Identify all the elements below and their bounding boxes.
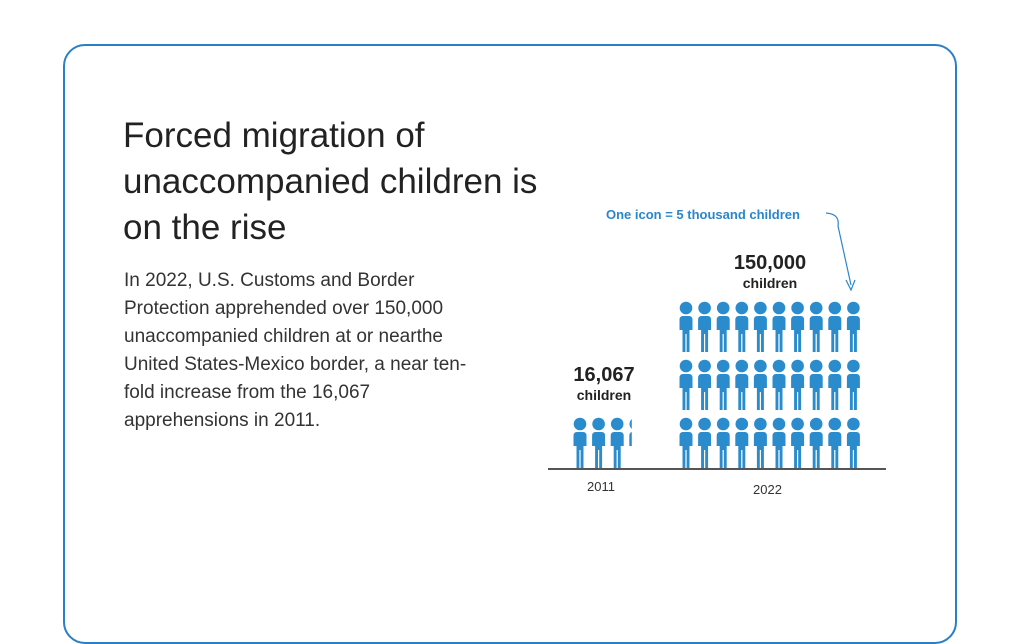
value-2011: 16,067 [573,364,635,386]
arrow-line [825,212,852,286]
person-icon-2011 [610,417,624,468]
person-icon-2022 [846,417,860,468]
person-icon-2022 [772,417,786,468]
person-icon-2022 [828,301,842,352]
person-icon-2022 [753,301,767,352]
value-2022: 150,000 [733,252,807,274]
arrow-head-icon [845,279,856,292]
person-icon-2022 [828,359,842,410]
person-icon-2022 [772,301,786,352]
person-icon-2022 [753,417,767,468]
person-icon-2011 [592,417,606,468]
person-icon-2011 [629,419,632,446]
label-2022: 150,000 children [720,252,820,292]
person-icon-2022 [716,359,730,410]
person-icon-2022 [679,417,693,468]
person-icon-2022 [846,359,860,410]
person-icon-2022 [791,417,805,468]
person-icon-2022 [698,417,712,468]
description: In 2022, U.S. Customs and Border Protect… [124,270,467,431]
x-tick-2011: 2011 [587,479,615,494]
person-icon-2022 [772,359,786,410]
person-icon-2022 [791,359,805,410]
person-icon-2022 [791,301,805,352]
person-icon-2022 [809,301,823,352]
person-icon-2022 [698,301,712,352]
page-title: Forced migration of unaccompanied childr… [123,116,538,247]
legend-note: One icon = 5 thousand children [606,207,800,222]
person-icon-2022 [735,301,749,352]
person-icon-2022 [679,301,693,352]
person-icon-2022 [753,359,767,410]
baseline [548,468,886,470]
person-icon-2022 [828,417,842,468]
person-icon-2011 [573,417,587,468]
person-icon-2022 [716,301,730,352]
pictogram [573,212,860,468]
person-icon-2022 [735,417,749,468]
person-icon-2022 [716,417,730,468]
person-icon-2022 [809,359,823,410]
label-2011: 16,067 children [566,364,642,404]
person-icon-2022 [679,359,693,410]
person-icon-2022 [735,359,749,410]
person-icon-2022 [846,301,860,352]
unit-2022: children [742,275,798,291]
x-tick-2022: 2022 [753,482,782,497]
person-icon-2022 [809,417,823,468]
person-icon-2022 [698,359,712,410]
unit-2011: children [576,387,632,403]
